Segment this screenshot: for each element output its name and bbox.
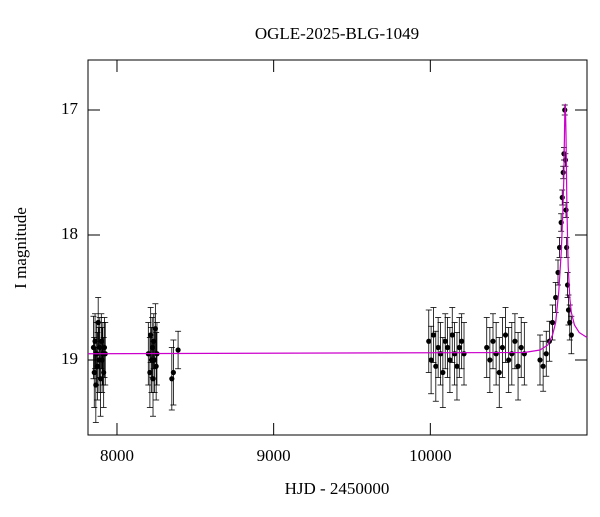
x-tick-label: 10000 xyxy=(409,446,452,465)
y-axis-label: I magnitude xyxy=(11,207,30,289)
data-point xyxy=(452,351,458,357)
data-point xyxy=(509,351,515,357)
data-point xyxy=(537,357,543,363)
data-point xyxy=(456,344,462,351)
data-point xyxy=(454,363,460,369)
data-point xyxy=(549,319,556,326)
x-tick-label: 9000 xyxy=(257,446,291,465)
data-point xyxy=(496,369,502,376)
data-point xyxy=(506,357,512,363)
data-point xyxy=(493,351,499,357)
data-point xyxy=(559,194,565,201)
data-point xyxy=(170,369,176,376)
y-tick-label: 19 xyxy=(61,349,78,368)
data-point xyxy=(518,344,524,351)
data-point xyxy=(101,344,108,351)
data-point xyxy=(440,369,446,376)
data-point xyxy=(563,207,569,213)
data-point xyxy=(433,363,439,369)
data-point xyxy=(512,338,518,344)
data-point xyxy=(153,363,159,369)
data-point xyxy=(515,363,521,369)
data-point xyxy=(437,351,444,357)
plot-frame xyxy=(87,59,588,436)
data-point xyxy=(499,344,505,351)
data-point xyxy=(459,338,465,344)
data-point xyxy=(502,332,509,338)
y-tick-label: 17 xyxy=(61,99,79,118)
data-point xyxy=(430,332,437,338)
data-point xyxy=(442,338,448,344)
data-point xyxy=(487,357,493,363)
data-point xyxy=(484,344,490,351)
data-point xyxy=(560,169,566,176)
data-point xyxy=(568,332,574,338)
data-point xyxy=(175,347,181,353)
data-point xyxy=(447,357,453,363)
data-point xyxy=(428,357,434,363)
data-point xyxy=(553,294,559,301)
data-point xyxy=(543,351,549,357)
data-point xyxy=(461,351,467,357)
y-tick-label: 18 xyxy=(61,224,78,243)
data-point xyxy=(435,344,441,351)
data-point xyxy=(490,338,496,344)
x-tick-label: 8000 xyxy=(100,446,134,465)
x-axis-label: HJD - 2450000 xyxy=(285,479,390,498)
data-point xyxy=(449,332,455,338)
data-point xyxy=(444,344,451,351)
data-point xyxy=(540,363,546,369)
model-curve xyxy=(87,103,588,355)
chart-title: OGLE-2025-BLG-1049 xyxy=(255,24,419,43)
data-point xyxy=(564,244,570,251)
data-point xyxy=(426,338,432,344)
